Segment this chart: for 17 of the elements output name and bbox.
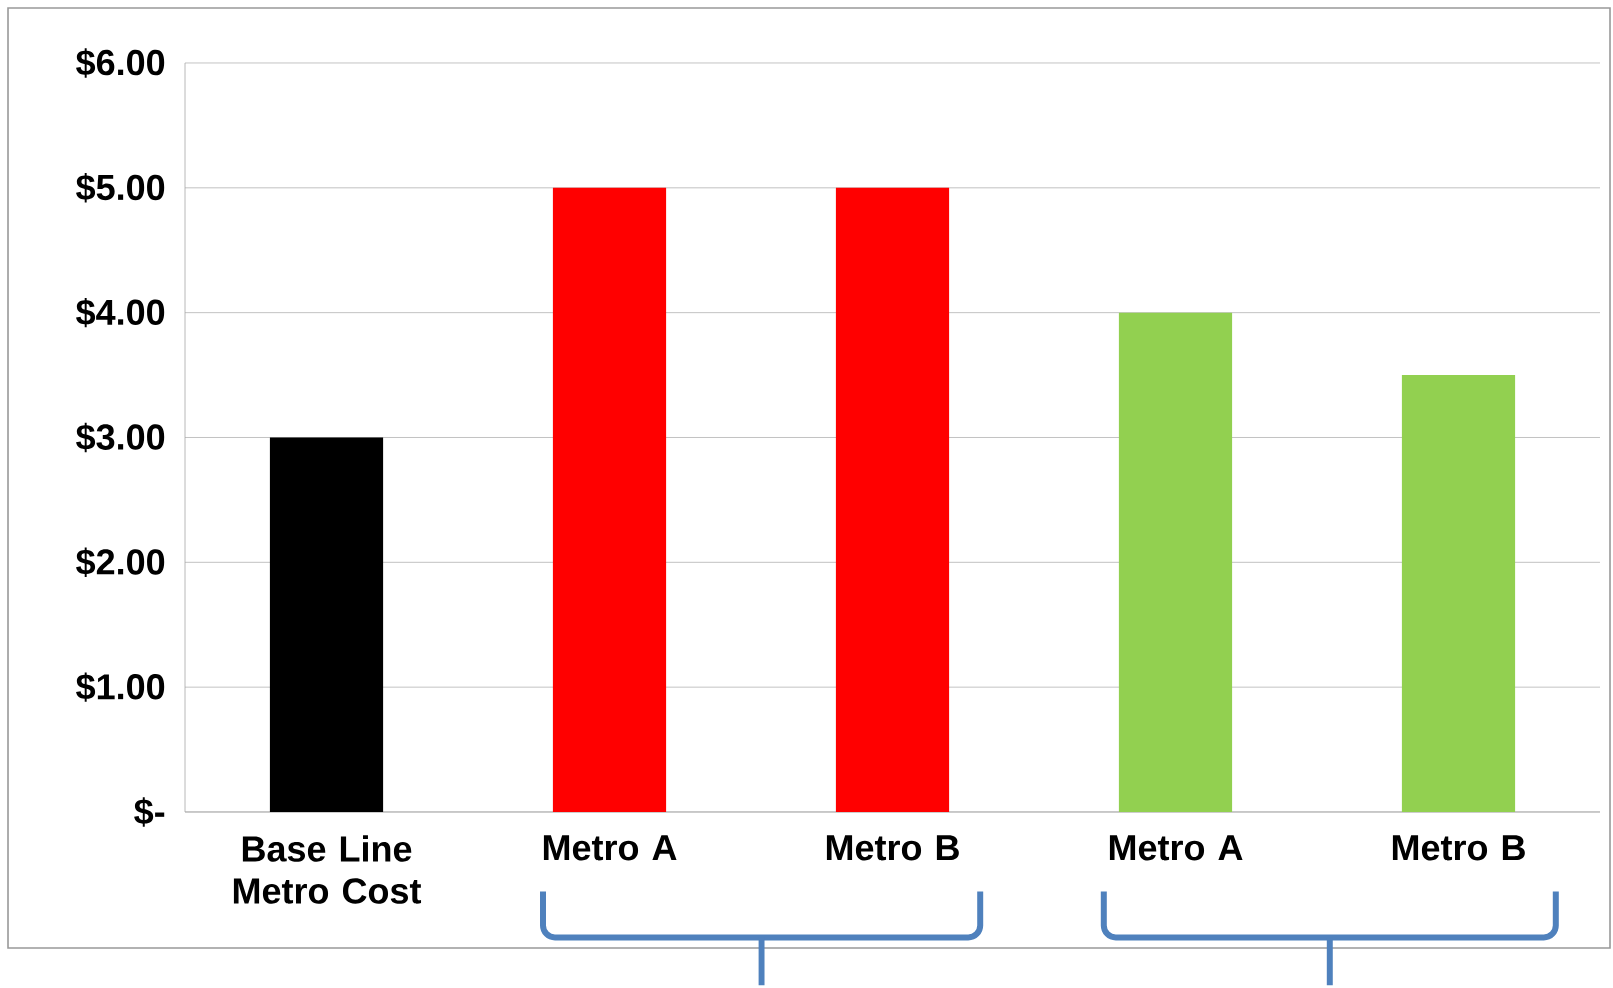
x-tick-label: Metro B [826,835,959,861]
y-tick-label: $6.00 [76,48,165,78]
bar [269,437,384,812]
y-tick-label: $1.00 [76,672,165,702]
x-tick-label: Metro A [543,835,677,861]
y-tick-label: $3.00 [76,422,165,452]
bar [1401,374,1516,812]
bar [1118,312,1233,812]
bar [552,187,667,812]
x-tick-label: Metro B [1392,835,1525,861]
y-tick-label: $2.00 [76,547,165,577]
bar [835,187,950,812]
y-tick-label: $- [134,797,165,827]
y-tick-label: $5.00 [76,172,165,203]
y-tick-label: $4.00 [76,297,165,328]
x-tick-label: Metro A [1109,835,1243,861]
x-tick-label: Base Line Metro Cost [233,835,422,904]
